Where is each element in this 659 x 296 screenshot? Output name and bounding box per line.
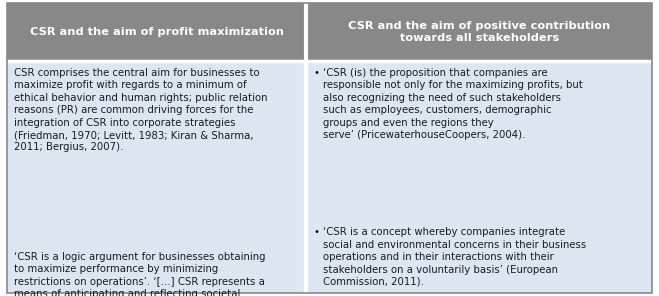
Text: CSR and the aim of positive contribution
towards all stakeholders: CSR and the aim of positive contribution…: [349, 21, 610, 43]
Text: •: •: [313, 227, 319, 237]
Text: ‘CSR is a logic argument for businesses obtaining
to maximize performance by min: ‘CSR is a logic argument for businesses …: [14, 252, 266, 296]
Text: CSR comprises the central aim for businesses to
maximize profit with regards to : CSR comprises the central aim for busine…: [14, 68, 268, 152]
Bar: [308, 3, 652, 61]
Text: ‘CSR (is) the proposition that companies are
responsible not only for the maximi: ‘CSR (is) the proposition that companies…: [323, 68, 583, 140]
Bar: [7, 3, 304, 61]
Text: CSR and the aim of profit maximization: CSR and the aim of profit maximization: [30, 27, 283, 37]
Bar: [308, 61, 652, 293]
Bar: [7, 61, 304, 293]
Text: ‘CSR is a concept whereby companies integrate
social and environmental concerns : ‘CSR is a concept whereby companies inte…: [323, 227, 586, 287]
Text: •: •: [313, 68, 319, 78]
